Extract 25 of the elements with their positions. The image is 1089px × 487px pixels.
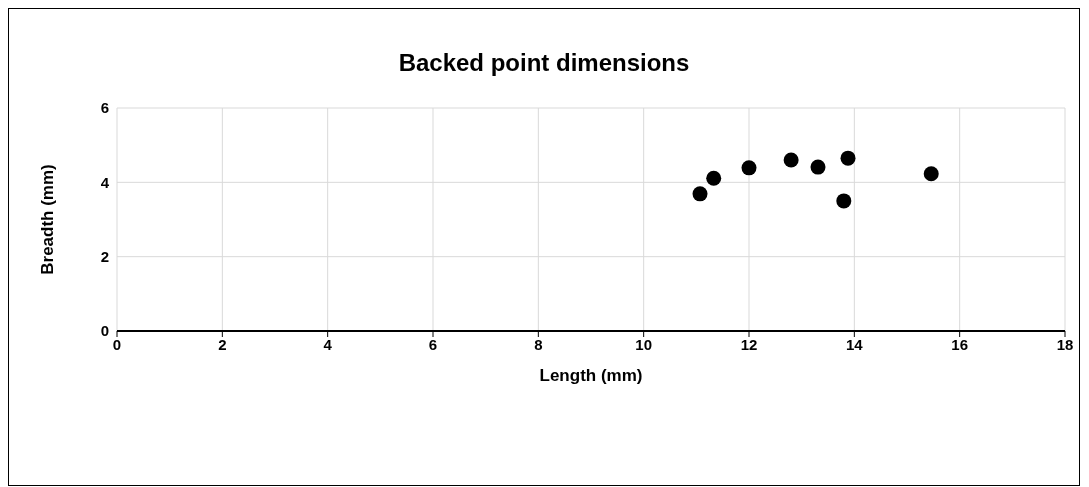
- x-tick-label: 6: [428, 335, 438, 353]
- chart-title: Backed point dimensions: [397, 49, 691, 77]
- x-tick-label: 0: [112, 335, 122, 353]
- x-tick-label: 8: [534, 335, 543, 353]
- y-tick-label: 0: [100, 322, 109, 340]
- point: [741, 160, 757, 176]
- x-axis-title: Length (mm): [539, 366, 643, 385]
- point: [810, 159, 826, 175]
- y-axis-title: Breadth (mm): [38, 164, 58, 275]
- y-tick-label: 6: [100, 99, 109, 117]
- point: [840, 150, 856, 166]
- x-tick-label: 12: [740, 335, 758, 353]
- point: [783, 152, 799, 168]
- y-tick-label: 4: [100, 173, 110, 191]
- point: [836, 193, 852, 209]
- point: [706, 170, 722, 186]
- x-tick-label: 14: [845, 335, 864, 353]
- x-tick-label: 2: [218, 335, 227, 353]
- point: [692, 186, 708, 202]
- x-tick-label: 4: [323, 335, 333, 353]
- x-tick-label: 10: [635, 335, 653, 353]
- point: [923, 166, 939, 182]
- y-tick-label: 2: [100, 247, 109, 265]
- x-tick-label: 16: [951, 335, 969, 353]
- x-tick-label: 18: [1056, 335, 1074, 353]
